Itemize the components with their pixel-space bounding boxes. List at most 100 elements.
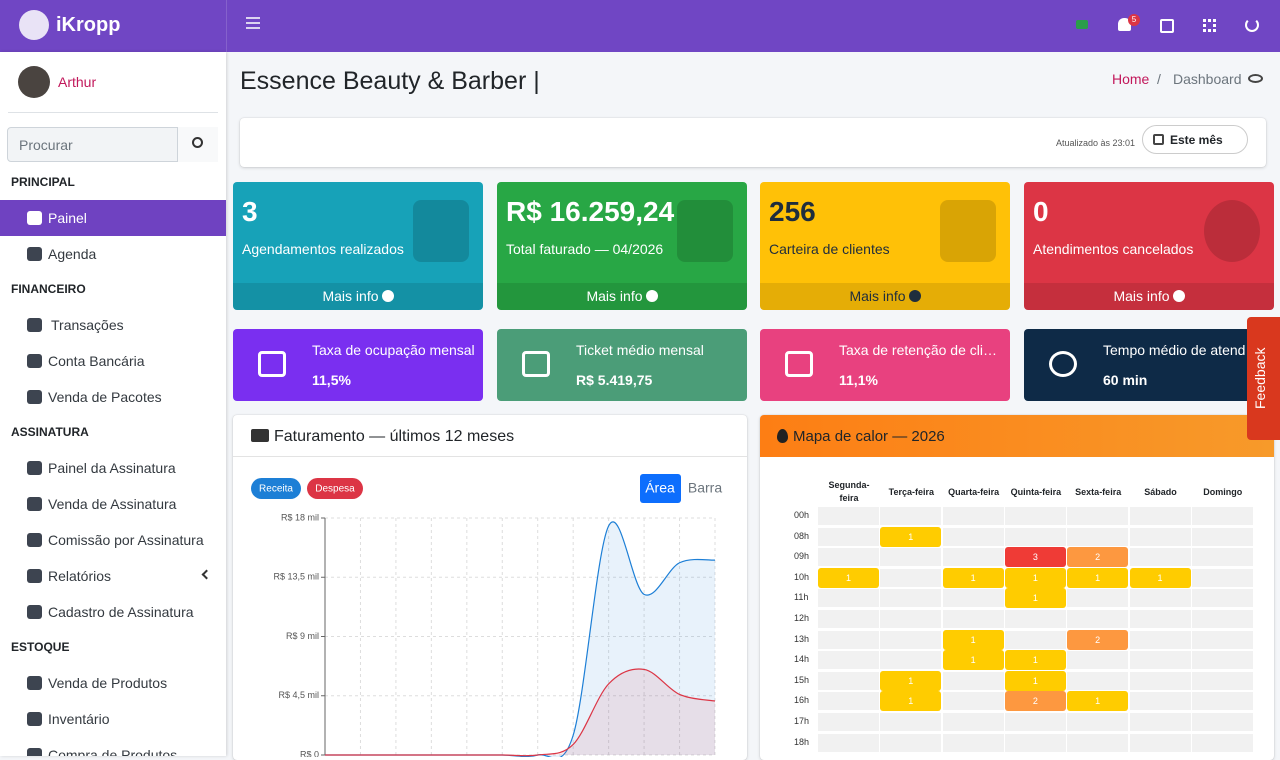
- heat-cell[interactable]: 2: [1067, 547, 1129, 568]
- brand[interactable]: iKropp: [56, 14, 121, 36]
- heat-cell[interactable]: 1: [880, 691, 942, 712]
- nav-item[interactable]: Compra de Produtos: [0, 737, 226, 756]
- user-name[interactable]: Arthur: [58, 74, 97, 90]
- empty-cell: [1191, 527, 1253, 546]
- empty-cell: [1004, 630, 1066, 649]
- nav-section-title: ASSINATURA: [11, 425, 89, 439]
- empty-cell: [1191, 713, 1253, 731]
- empty-cell: [818, 630, 879, 649]
- nav-item[interactable]: Venda de Assinatura: [0, 486, 226, 522]
- fullscreen-icon[interactable]: [1203, 19, 1216, 32]
- legend-button[interactable]: [251, 478, 301, 499]
- empty-cell: [880, 548, 942, 567]
- heat-cell[interactable]: 1: [880, 670, 942, 691]
- line-chart: R$ 0 R$ 4,5 mil R$ 9 mil R$ 13,5 mil R$ 18 m…: [251, 474, 722, 757]
- nav-icon: [27, 605, 42, 619]
- search-box[interactable]: Procurar: [7, 127, 218, 162]
- nav-icon: [27, 748, 42, 756]
- nav-icon: [27, 533, 42, 547]
- empty-cell: [818, 713, 879, 731]
- nav-item[interactable]: Painel: [0, 200, 226, 236]
- stat-label: Total faturado — 04/2026: [506, 241, 664, 257]
- empty-cell: [942, 589, 1004, 608]
- empty-cell: [942, 733, 1004, 752]
- empty-cell: [1129, 589, 1191, 608]
- nav-icon: [27, 569, 42, 583]
- legend-button[interactable]: [307, 478, 363, 499]
- nav-item[interactable]: Conta Bancária: [0, 343, 226, 379]
- empty-cell: [942, 713, 1004, 731]
- y-tick-label: R$ 4,5 mil: [278, 690, 319, 700]
- stat-value: 3: [242, 196, 258, 227]
- empty-cell: [880, 651, 942, 670]
- logo: [19, 10, 49, 40]
- heat-cell[interactable]: 1: [880, 526, 942, 547]
- notifications-icon[interactable]: [1118, 18, 1131, 31]
- search-button[interactable]: [177, 127, 218, 162]
- topbar: [0, 0, 1280, 52]
- stat-value: 256: [769, 196, 816, 227]
- mode-toggle[interactable]: [640, 474, 681, 503]
- nav-item[interactable]: Inventário: [0, 701, 226, 737]
- nav-item[interactable]: Relatórios: [0, 558, 226, 594]
- heat-cell[interactable]: 1: [1004, 650, 1066, 671]
- heat-cell[interactable]: 1: [1004, 670, 1066, 691]
- nav-label: Inventário: [48, 711, 110, 727]
- nav-label: Venda de Pacotes: [48, 389, 162, 405]
- apps-icon[interactable]: [1160, 19, 1174, 33]
- heat-cell[interactable]: 2: [1067, 629, 1129, 650]
- language-flag[interactable]: [1076, 20, 1088, 29]
- nav-item[interactable]: Comissão por Assinatura: [0, 522, 226, 558]
- heat-cell[interactable]: 1: [1004, 588, 1066, 609]
- mode-label[interactable]: Barra: [688, 480, 722, 496]
- heat-cell[interactable]: 1: [942, 567, 1004, 588]
- nav-item[interactable]: Venda de Pacotes: [0, 379, 226, 415]
- stat-card: R$ 16.259,24 Total faturado — 04/2026 Mais…: [497, 182, 747, 310]
- empty-cell: [818, 548, 879, 567]
- heat-cell[interactable]: 1: [1004, 567, 1066, 588]
- hour-label: 18h: [794, 736, 810, 747]
- heat-cell[interactable]: 1: [1067, 567, 1129, 588]
- stat-value: 0: [1033, 196, 1049, 227]
- heat-cell[interactable]: 1: [942, 650, 1004, 671]
- empty-cell: [1067, 527, 1129, 546]
- heat-cell[interactable]: 1: [1129, 567, 1191, 588]
- chart-icon: [251, 429, 269, 442]
- heat-cell[interactable]: 1: [942, 629, 1004, 650]
- logout-icon[interactable]: [1245, 18, 1259, 32]
- stat-footer[interactable]: Mais info: [1024, 283, 1274, 310]
- heat-cell[interactable]: 1: [1067, 691, 1129, 712]
- stat-footer[interactable]: Mais info: [760, 283, 1010, 310]
- stat-footer[interactable]: Mais info: [497, 283, 747, 310]
- nav-item[interactable]: Painel da Assinatura: [0, 450, 226, 486]
- empty-cell: [880, 589, 942, 608]
- day-header: Quinta-feira: [1010, 487, 1062, 497]
- nav-label: Compra de Produtos: [48, 747, 178, 756]
- menu-toggle[interactable]: [246, 17, 260, 29]
- empty-cell: [1129, 527, 1191, 546]
- empty-cell: [1129, 548, 1191, 567]
- period-select[interactable]: Este mês: [1142, 125, 1248, 154]
- stat-link-icon: [381, 290, 394, 302]
- feedback-tab[interactable]: Feedback: [1247, 317, 1280, 440]
- heatmap-icon: [777, 429, 788, 443]
- hour-label: 13h: [794, 633, 810, 644]
- kpi-label: Taxa de retenção de cli…: [839, 342, 997, 358]
- nav-item[interactable]: Transações: [0, 307, 226, 343]
- nav-item[interactable]: Cadastro de Assinatura: [0, 594, 226, 630]
- stat-footer[interactable]: Mais info: [233, 283, 483, 310]
- heat-cell[interactable]: 1: [818, 567, 879, 588]
- heat-cell[interactable]: 3: [1004, 547, 1066, 568]
- y-tick-label: R$ 18 mil: [281, 512, 319, 522]
- stat-link-icon: [908, 290, 921, 302]
- stat-link: Mais info: [586, 288, 643, 304]
- visibility-icon[interactable]: [1248, 74, 1263, 83]
- heat-cell[interactable]: 2: [1004, 691, 1066, 712]
- nav-item[interactable]: Venda de Produtos: [0, 665, 226, 701]
- breadcrumb-home[interactable]: Home: [1112, 71, 1150, 87]
- nav-label: Relatórios: [48, 568, 112, 584]
- stat-card: 256 Carteira de clientes Mais info: [760, 182, 1010, 310]
- nav-item[interactable]: Agenda: [0, 236, 226, 272]
- stat-value: R$ 16.259,24: [506, 196, 675, 227]
- kpi-value: R$ 5.419,75: [576, 372, 653, 388]
